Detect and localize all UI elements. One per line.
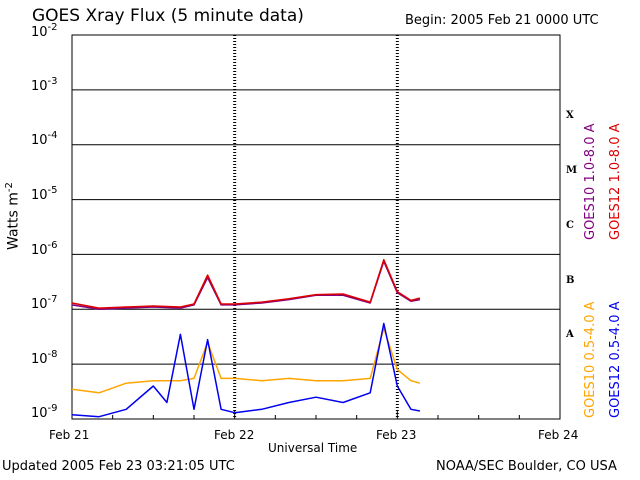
credit-text: NOAA/SEC Boulder, CO USA (436, 459, 617, 474)
y-tick-label: 10-9 (31, 403, 58, 421)
series-line-goes12-long (71, 258, 421, 309)
plot-frame (71, 34, 561, 420)
updated-timestamp: Updated 2005 Feb 23 03:21:05 UTC (2, 459, 235, 474)
begin-time: Begin: 2005 Feb 21 0000 UTC (405, 13, 599, 28)
y-tick-label: 10-7 (31, 294, 58, 312)
flare-class-label: X (566, 110, 574, 121)
flare-class-label: M (566, 165, 578, 176)
x-tick-label: Feb 22 (214, 428, 255, 442)
y-tick-label: 10-6 (31, 240, 58, 258)
y-tick-label: 10-5 (31, 185, 58, 203)
y-tick-label: 10-2 (31, 22, 58, 40)
flare-class-label: A (566, 329, 574, 340)
x-tick-label: Feb 24 (538, 428, 579, 442)
x-axis-title: Universal Time (268, 441, 358, 455)
x-tick-label: Feb 23 (376, 428, 417, 442)
chart-title: GOES Xray Flux (5 minute data) (32, 6, 304, 26)
x-tick-label: Feb 21 (49, 428, 90, 442)
y-tick-label: 10-3 (31, 76, 58, 94)
y-tick-label: 10-8 (31, 349, 58, 367)
flare-class-label: C (566, 220, 574, 231)
y-tick-label: 10-4 (31, 130, 58, 148)
series-line-goes12-short (71, 322, 421, 418)
flare-class-label: B (566, 275, 575, 286)
series-line-goes10-short (71, 327, 421, 394)
